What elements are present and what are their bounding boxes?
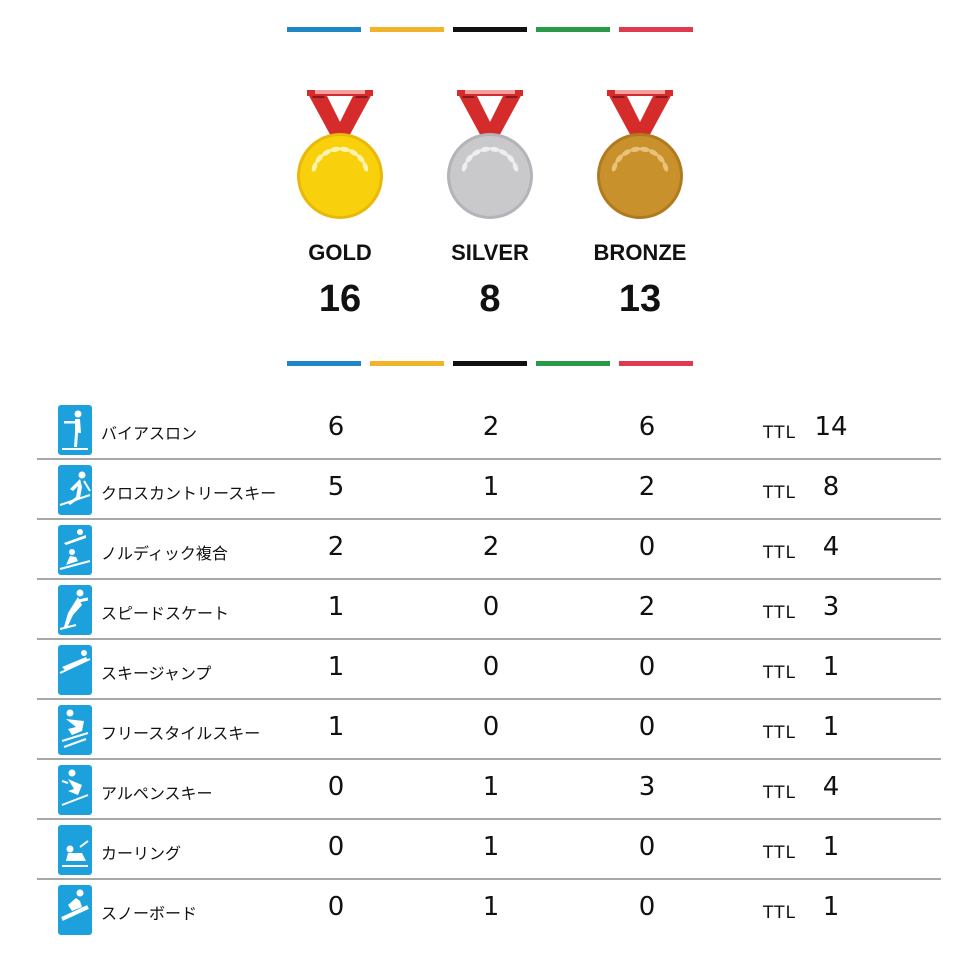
silver-label: SILVER xyxy=(451,240,529,265)
stripe-red xyxy=(619,361,693,366)
silver-value: 1 xyxy=(482,772,500,802)
bronze-value: 0 xyxy=(638,532,656,562)
bronze-value: 2 xyxy=(638,472,656,502)
total-label: TTL xyxy=(763,663,796,683)
silver-value: 1 xyxy=(482,892,500,922)
cross-country-skiing-icon xyxy=(58,465,92,515)
medal-table: バイアスロン 6 2 6 TTL 14 クロスカントリースキー 5 1 2 TT… xyxy=(37,400,941,940)
table-row: カーリング 0 1 0 TTL 1 xyxy=(37,820,941,880)
bronze-value: 0 xyxy=(638,652,656,682)
curling-icon xyxy=(58,825,92,875)
silver-medal-icon xyxy=(435,88,545,228)
total-value: 1 xyxy=(822,892,840,922)
stripe-yellow xyxy=(370,27,444,32)
table-row: バイアスロン 6 2 6 TTL 14 xyxy=(37,400,941,460)
total-label: TTL xyxy=(763,423,796,443)
sport-name: バイアスロン xyxy=(101,424,198,443)
table-row: スピードスケート 1 0 2 TTL 3 xyxy=(37,580,941,640)
gold-value: 0 xyxy=(327,892,345,922)
alpine-skiing-icon xyxy=(58,765,92,815)
total-value: 8 xyxy=(822,472,840,502)
gold-value: 2 xyxy=(327,532,345,562)
gold-value: 0 xyxy=(327,832,345,862)
silver-value: 2 xyxy=(482,412,500,442)
table-row: ノルディック複合 2 2 0 TTL 4 xyxy=(37,520,941,580)
silver-value: 0 xyxy=(482,652,500,682)
sport-name: カーリング xyxy=(101,844,182,863)
stripe-yellow xyxy=(370,361,444,366)
biathlon-icon xyxy=(58,405,92,455)
silver-value: 1 xyxy=(482,472,500,502)
stripe-blue xyxy=(287,27,361,32)
gold-value: 1 xyxy=(327,652,345,682)
silver-value: 1 xyxy=(482,832,500,862)
bronze-count: 13 xyxy=(618,278,662,320)
table-row: スノーボード 0 1 0 TTL 1 xyxy=(37,880,941,940)
sport-name: アルペンスキー xyxy=(101,784,213,803)
ski-jumping-icon xyxy=(58,645,92,695)
gold-value: 6 xyxy=(327,412,345,442)
gold-value: 5 xyxy=(327,472,345,502)
stripe-red xyxy=(619,27,693,32)
total-label: TTL xyxy=(763,723,796,743)
total-value: 1 xyxy=(822,652,840,682)
total-value: 4 xyxy=(822,772,840,802)
gold-value: 0 xyxy=(327,772,345,802)
gold-value: 1 xyxy=(327,592,345,622)
bronze-value: 0 xyxy=(638,712,656,742)
table-row: アルペンスキー 0 1 3 TTL 4 xyxy=(37,760,941,820)
total-label: TTL xyxy=(763,843,796,863)
total-label: TTL xyxy=(763,543,796,563)
table-row: スキージャンプ 1 0 0 TTL 1 xyxy=(37,640,941,700)
top-color-stripes xyxy=(287,27,693,32)
bronze-value: 2 xyxy=(638,592,656,622)
speed-skating-icon xyxy=(58,585,92,635)
stripe-blue xyxy=(287,361,361,366)
table-row: クロスカントリースキー 5 1 2 TTL 8 xyxy=(37,460,941,520)
gold-label: GOLD xyxy=(308,240,372,265)
freestyle-skiing-icon xyxy=(58,705,92,755)
sport-name: スピードスケート xyxy=(101,604,230,623)
bronze-value: 6 xyxy=(638,412,656,442)
bottom-color-stripes xyxy=(287,361,693,366)
bronze-medal-icon xyxy=(585,88,695,228)
gold-value: 1 xyxy=(327,712,345,742)
silver-value: 0 xyxy=(482,712,500,742)
total-label: TTL xyxy=(763,603,796,623)
sport-name: クロスカントリースキー xyxy=(101,484,277,503)
stripe-black xyxy=(453,27,527,32)
gold-count: 16 xyxy=(318,278,362,320)
sport-name: フリースタイルスキー xyxy=(101,724,261,743)
total-label: TTL xyxy=(763,783,796,803)
stripe-green xyxy=(536,361,610,366)
snowboard-icon xyxy=(58,885,92,935)
total-value: 14 xyxy=(814,412,848,442)
bronze-value: 3 xyxy=(638,772,656,802)
total-value: 4 xyxy=(822,532,840,562)
bronze-label: BRONZE xyxy=(593,240,687,265)
silver-count: 8 xyxy=(479,278,501,320)
total-value: 1 xyxy=(822,712,840,742)
bronze-value: 0 xyxy=(638,892,656,922)
total-value: 1 xyxy=(822,832,840,862)
sport-name: スノーボード xyxy=(101,904,198,923)
total-label: TTL xyxy=(763,903,796,923)
silver-value: 2 xyxy=(482,532,500,562)
stripe-green xyxy=(536,27,610,32)
total-label: TTL xyxy=(763,483,796,503)
gold-medal-icon xyxy=(285,88,395,228)
total-value: 3 xyxy=(822,592,840,622)
silver-value: 0 xyxy=(482,592,500,622)
sport-name: ノルディック複合 xyxy=(101,544,228,563)
bronze-value: 0 xyxy=(638,832,656,862)
nordic-combined-icon xyxy=(58,525,92,575)
stripe-black xyxy=(453,361,527,366)
table-row: フリースタイルスキー 1 0 0 TTL 1 xyxy=(37,700,941,760)
sport-name: スキージャンプ xyxy=(101,664,212,683)
